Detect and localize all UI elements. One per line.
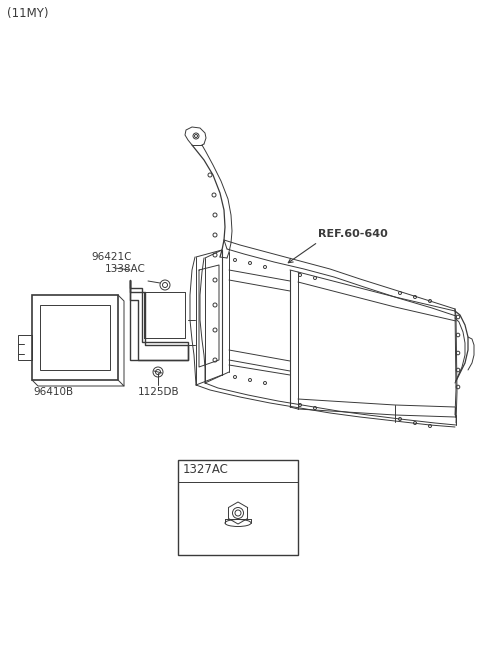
Text: 1338AC: 1338AC — [105, 264, 146, 274]
Bar — [40, 305, 110, 370]
Text: 96410B: 96410B — [33, 387, 73, 397]
Text: 1125DB: 1125DB — [138, 387, 180, 397]
Text: 96421C: 96421C — [91, 252, 132, 262]
Bar — [178, 460, 298, 555]
Text: (11MY): (11MY) — [7, 7, 48, 20]
Bar — [18, 335, 32, 360]
Text: 1327AC: 1327AC — [183, 463, 229, 476]
Bar — [32, 295, 118, 380]
Text: REF.60-640: REF.60-640 — [318, 229, 388, 239]
